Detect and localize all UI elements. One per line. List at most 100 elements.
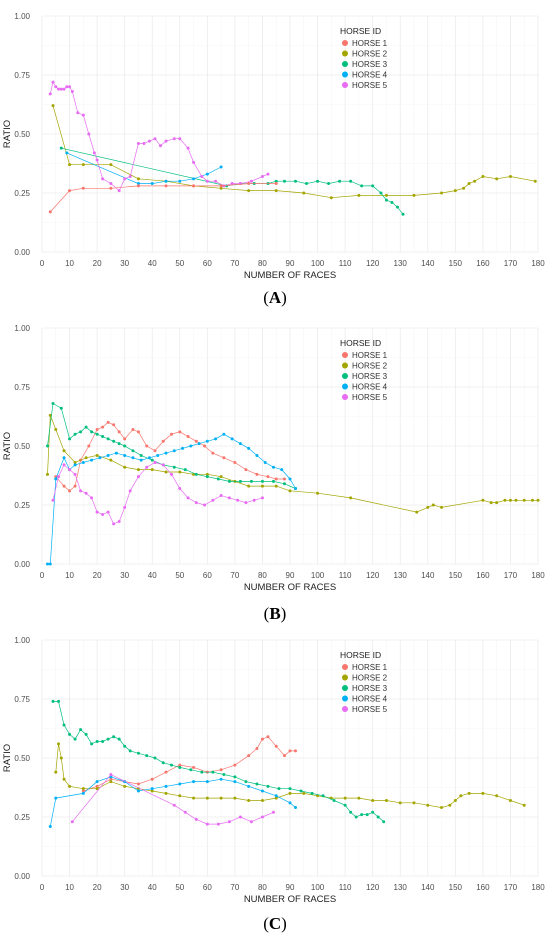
data-point — [282, 179, 286, 183]
data-point — [266, 475, 270, 479]
chart-a-plot: 0.00 0.25 0.50 0.75 1.00 0 10 20 30 40 50 60 70 80 90 1… — [2, 12, 545, 281]
data-point — [260, 737, 264, 741]
x-tick-label: 30 — [120, 571, 129, 580]
data-point — [54, 85, 58, 89]
data-point — [230, 182, 234, 186]
data-point — [205, 472, 209, 476]
chart-panel-b: 0.00 0.25 0.50 0.75 1.00 0 10 20 30 40 50 60 70 80 90 1… — [0, 312, 550, 624]
data-point — [101, 739, 105, 743]
data-point — [230, 437, 234, 441]
data-point — [51, 80, 55, 84]
x-tick-label: 80 — [258, 883, 267, 892]
data-point — [48, 92, 52, 96]
data-point — [415, 510, 419, 514]
data-point — [219, 186, 223, 190]
data-point — [123, 437, 127, 441]
data-point — [109, 777, 113, 781]
data-point — [172, 137, 176, 141]
data-point — [112, 735, 116, 739]
data-point — [426, 803, 430, 807]
x-tick-label: 120 — [366, 571, 380, 580]
x-tick-label: 20 — [93, 259, 102, 268]
data-point — [95, 780, 99, 784]
data-point — [360, 813, 364, 817]
data-point — [255, 747, 259, 751]
data-point — [172, 449, 176, 453]
data-point — [282, 482, 286, 486]
data-point — [401, 212, 405, 216]
data-point — [310, 791, 314, 795]
data-point — [192, 796, 196, 800]
data-point — [205, 822, 209, 826]
data-point — [192, 184, 196, 188]
x-tick-label: 150 — [449, 259, 463, 268]
x-axis-title: NUMBER OF RACES — [244, 894, 336, 905]
data-point — [145, 754, 149, 758]
data-point — [533, 179, 537, 183]
series-line — [49, 81, 269, 192]
data-point — [343, 803, 347, 807]
legend-key — [342, 82, 348, 88]
data-point — [90, 430, 94, 434]
legend-label: HORSE 1 — [352, 39, 388, 48]
data-point — [48, 210, 52, 214]
x-tick-label: 110 — [339, 571, 352, 580]
data-point — [79, 728, 83, 732]
x-tick-label: 80 — [258, 571, 267, 580]
data-point — [62, 456, 66, 460]
x-tick-label: 140 — [421, 259, 435, 268]
data-point — [219, 184, 223, 188]
legend-label: HORSE 2 — [352, 50, 388, 59]
data-point — [92, 151, 96, 155]
data-point — [145, 444, 149, 448]
x-tick-label: 50 — [175, 259, 184, 268]
data-point — [227, 820, 231, 824]
data-point — [255, 453, 259, 457]
x-tick-label: 20 — [93, 883, 102, 892]
data-point — [282, 477, 286, 481]
data-point — [123, 784, 127, 788]
legend-key — [342, 40, 348, 46]
data-point — [136, 141, 140, 145]
x-tick-label: 170 — [504, 571, 518, 580]
data-point — [131, 449, 135, 453]
data-point — [316, 491, 320, 495]
data-point — [522, 498, 526, 502]
data-point — [158, 144, 162, 148]
data-point — [161, 761, 165, 765]
data-point — [274, 182, 278, 186]
data-point — [305, 182, 309, 186]
y-axis-title: RATIO — [2, 432, 13, 460]
data-point — [51, 498, 55, 502]
data-point — [62, 463, 66, 467]
data-point — [76, 111, 80, 115]
x-tick-label: 40 — [148, 571, 157, 580]
data-point — [62, 723, 66, 727]
y-tick-label: 0.00 — [14, 560, 30, 569]
data-point — [70, 820, 74, 824]
data-point — [260, 479, 264, 483]
legend-key — [342, 695, 348, 702]
data-point — [178, 763, 182, 767]
data-point — [54, 796, 58, 800]
data-point — [219, 494, 223, 498]
y-tick-label: 0.25 — [14, 813, 30, 822]
data-point — [81, 113, 85, 117]
series-line — [52, 105, 536, 199]
series-horse-2 — [46, 413, 540, 514]
x-tick-label: 100 — [311, 883, 325, 892]
data-point — [164, 451, 168, 455]
data-point — [59, 146, 63, 150]
x-axis-title: NUMBER OF RACES — [244, 582, 336, 593]
data-point — [227, 479, 231, 483]
data-point — [216, 822, 220, 826]
data-point — [73, 463, 77, 467]
data-point — [123, 505, 127, 509]
x-tick-label: 160 — [476, 883, 490, 892]
data-point — [183, 810, 187, 814]
data-point — [178, 137, 182, 141]
series-horse-5 — [51, 461, 264, 526]
chart-b-plot: 0.00 0.25 0.50 0.75 1.00 0 10 20 30 40 50 60 70 80 90 1… — [2, 324, 545, 593]
data-point — [90, 458, 94, 462]
